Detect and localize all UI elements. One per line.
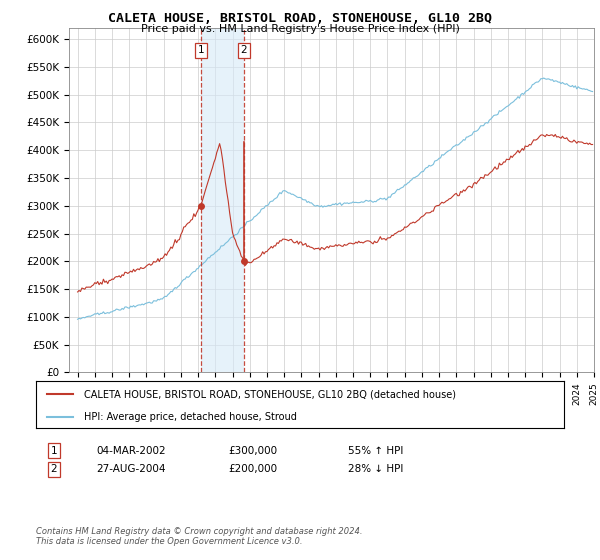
Text: CALETA HOUSE, BRISTOL ROAD, STONEHOUSE, GL10 2BQ: CALETA HOUSE, BRISTOL ROAD, STONEHOUSE, … xyxy=(108,12,492,25)
Text: 1: 1 xyxy=(198,45,205,55)
Bar xyxy=(201,28,244,372)
Text: 2: 2 xyxy=(241,45,247,55)
Text: HPI: Average price, detached house, Stroud: HPI: Average price, detached house, Stro… xyxy=(83,412,296,422)
Text: 2: 2 xyxy=(50,464,58,474)
Text: 04-MAR-2002: 04-MAR-2002 xyxy=(96,446,166,456)
Text: 28% ↓ HPI: 28% ↓ HPI xyxy=(348,464,403,474)
Text: 55% ↑ HPI: 55% ↑ HPI xyxy=(348,446,403,456)
Text: CALETA HOUSE, BRISTOL ROAD, STONEHOUSE, GL10 2BQ (detached house): CALETA HOUSE, BRISTOL ROAD, STONEHOUSE, … xyxy=(83,389,455,399)
Text: £200,000: £200,000 xyxy=(228,464,277,474)
Text: £300,000: £300,000 xyxy=(228,446,277,456)
Text: Price paid vs. HM Land Registry's House Price Index (HPI): Price paid vs. HM Land Registry's House … xyxy=(140,24,460,34)
Text: Contains HM Land Registry data © Crown copyright and database right 2024.
This d: Contains HM Land Registry data © Crown c… xyxy=(36,526,362,546)
Text: 27-AUG-2004: 27-AUG-2004 xyxy=(96,464,166,474)
Text: 1: 1 xyxy=(50,446,58,456)
